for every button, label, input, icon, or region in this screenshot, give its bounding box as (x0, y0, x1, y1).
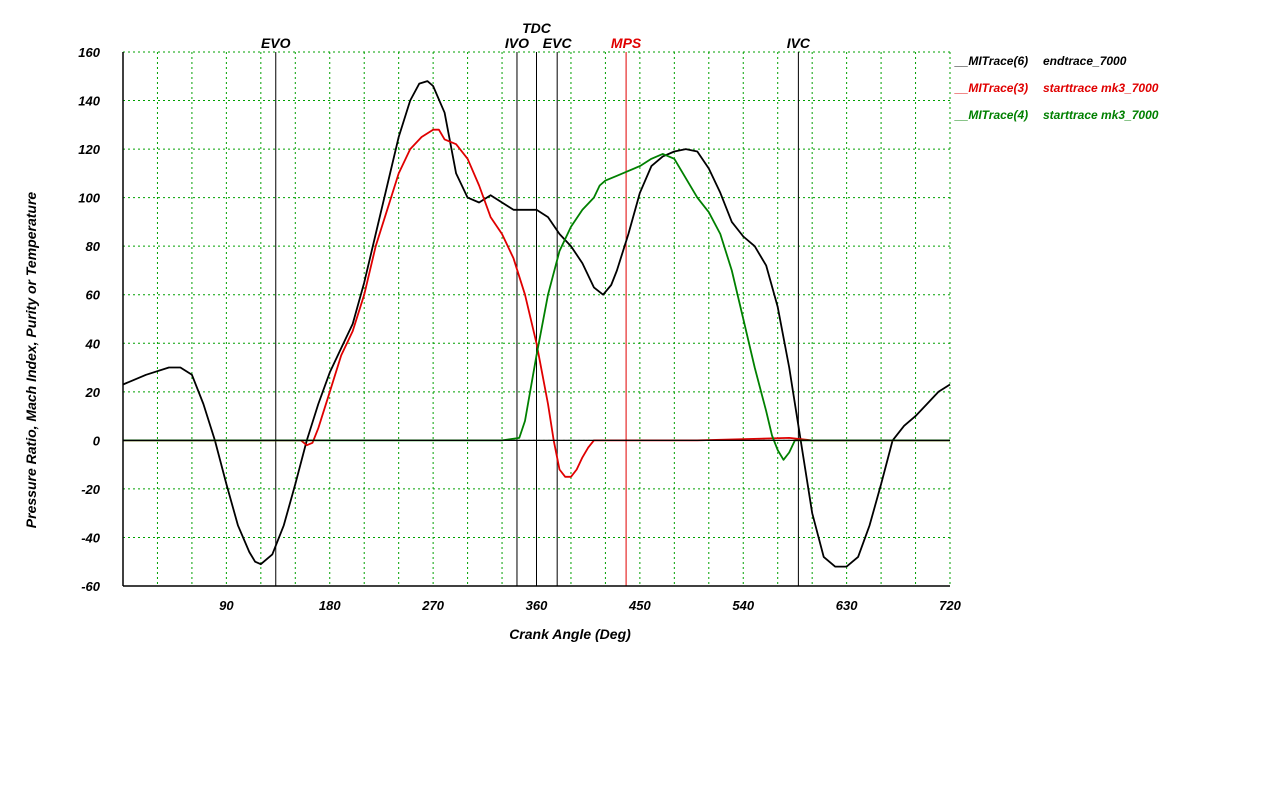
y-axis-title: Pressure Ratio, Mach Index, Purity or Te… (23, 192, 39, 529)
series-line-2 (123, 128, 950, 478)
marker-label-ivc: IVC (787, 35, 811, 51)
x-tick-label: 360 (526, 598, 548, 613)
y-tick-label: 120 (78, 142, 100, 157)
axes (122, 52, 950, 587)
marker-label-evc: EVC (543, 35, 573, 51)
x-tick-label: 450 (628, 598, 651, 613)
y-tick-label: -40 (81, 530, 101, 545)
x-tick-label: 720 (939, 598, 961, 613)
y-tick-label: 160 (78, 45, 100, 60)
marker-label-ivo: IVO (505, 35, 529, 51)
x-tick-label: 180 (319, 598, 341, 613)
marker-label-evo: EVO (261, 35, 291, 51)
y-tick-label: 80 (86, 239, 101, 254)
legend-entry-description: starttrace mk3_7000 (1043, 81, 1159, 95)
series-line-1 (122, 80, 951, 568)
x-tick-label: 540 (732, 598, 754, 613)
y-tick-label: -60 (81, 579, 101, 594)
legend-entry-description: starttrace mk3_7000 (1043, 108, 1159, 122)
y-tick-label: 140 (78, 94, 100, 109)
y-tick-label: 100 (78, 191, 100, 206)
y-tick-label: 40 (85, 336, 101, 351)
grid (123, 51, 951, 586)
series-line-3 (123, 152, 950, 461)
y-tick-label: -20 (81, 482, 101, 497)
legend-entry-name: __MITrace(4) (954, 108, 1028, 122)
x-tick-label: 90 (219, 598, 234, 613)
x-tick-label: 630 (836, 598, 858, 613)
y-tick-label: 20 (85, 385, 101, 400)
legend-entry-description: endtrace_7000 (1043, 54, 1127, 68)
legend-entry-name: __MITrace(6) (954, 54, 1028, 68)
tick-labels: 90 180 270 360 450 540 630 720 160 140 120 100 80 60 4… (78, 45, 961, 613)
series-lines (122, 80, 951, 568)
x-tick-label: 270 (421, 598, 444, 613)
y-tick-label: 0 (93, 433, 101, 448)
legend: __MITrace(6) endtrace_7000__MITrace(3) sta… (954, 54, 1159, 122)
marker-label-mps: MPS (611, 35, 642, 51)
y-tick-label: 60 (86, 288, 101, 303)
marker-label-tdc: TDC (522, 20, 552, 36)
x-axis-title: Crank Angle (Deg) (509, 626, 631, 642)
legend-entry-name: __MITrace(3) (954, 81, 1028, 95)
